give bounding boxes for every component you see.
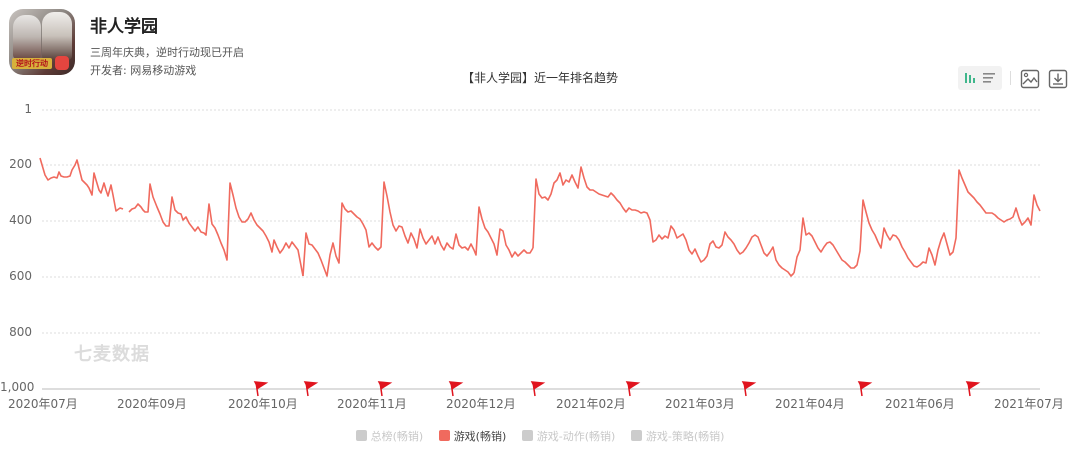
x-tick: 2020年10月: [228, 397, 298, 411]
legend-item-action[interactable]: 游戏-动作(畅销): [521, 428, 615, 444]
flag-icon: [303, 381, 319, 397]
x-tick: 2020年09月: [117, 397, 187, 411]
gridlines: [42, 109, 1040, 334]
y-tick-600: 600: [9, 269, 32, 283]
annotation-flags: [253, 381, 981, 397]
legend-swatch: [438, 430, 450, 441]
x-tick: 2020年07月: [8, 397, 78, 411]
x-tick: 2021年07月: [994, 397, 1064, 411]
y-tick-200: 200: [9, 157, 32, 171]
netease-logo-icon: [55, 56, 69, 70]
x-tick: 2020年12月: [446, 397, 516, 411]
series-line: [39, 157, 1041, 277]
legend-item-strategy[interactable]: 游戏-策略(畅销): [630, 428, 724, 444]
y-tick-400: 400: [9, 213, 32, 227]
legend-item-games[interactable]: 游戏(畅销): [438, 428, 506, 444]
bar-chart-icon[interactable]: [961, 69, 979, 87]
chart-title: 【非人学园】近一年排名趋势: [461, 71, 618, 85]
legend-swatch: [630, 430, 642, 441]
flag-icon: [530, 381, 546, 397]
icon-banner: 逆时行动: [12, 58, 52, 69]
x-tick: 2020年11月: [337, 397, 407, 411]
character-right: [42, 12, 72, 60]
list-icon[interactable]: [980, 69, 998, 87]
flag-icon: [253, 381, 269, 397]
flag-icon: [448, 381, 464, 397]
download-icon[interactable]: [1048, 69, 1068, 89]
x-tick: 2021年04月: [775, 397, 845, 411]
flag-icon: [625, 381, 641, 397]
character-left: [13, 15, 41, 59]
app-icon: 逆时行动: [9, 9, 75, 75]
x-tick: 2021年06月: [885, 397, 955, 411]
toolbar-divider: [1010, 71, 1011, 85]
view-toggle: [958, 66, 1002, 90]
y-tick-800: 800: [9, 325, 32, 339]
app-subtitle: 三周年庆典，逆时行动现已开启: [90, 46, 244, 59]
x-tick: 2021年03月: [665, 397, 735, 411]
app-developer: 开发者: 网易移动游戏: [90, 62, 196, 78]
watermark: 七麦数据: [74, 344, 150, 365]
legend-swatch: [521, 430, 533, 441]
legend-item-overall[interactable]: 总榜(畅销): [355, 428, 423, 444]
flag-icon: [857, 381, 873, 397]
flag-icon: [377, 381, 393, 397]
x-tick: 2021年02月: [556, 397, 626, 411]
flag-icon: [741, 381, 757, 397]
y-tick-1000: 1,000: [0, 380, 35, 394]
app-name[interactable]: 非人学园: [90, 17, 158, 37]
developer-label: 开发者:: [90, 64, 127, 77]
flag-icon: [965, 381, 981, 397]
image-icon[interactable]: [1020, 69, 1040, 89]
developer-name[interactable]: 网易移动游戏: [130, 64, 197, 77]
y-tick-1: 1: [24, 102, 32, 116]
legend-swatch: [355, 430, 367, 441]
chart-legend: 总榜(畅销) 游戏(畅销) 游戏-动作(畅销) 游戏-策略(畅销): [0, 428, 1080, 444]
